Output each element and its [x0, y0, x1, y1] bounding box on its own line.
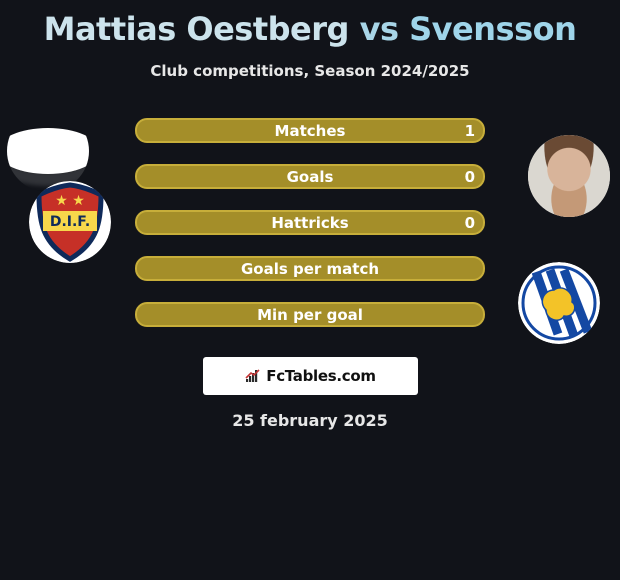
stat-row: Goals per match	[135, 256, 485, 281]
brand-badge: FcTables.com	[203, 357, 418, 395]
subtitle: Club competitions, Season 2024/2025	[0, 62, 620, 80]
stat-label: Min per goal	[257, 306, 363, 324]
player2-portrait	[528, 135, 610, 217]
player2-club-badge	[518, 262, 600, 344]
stat-row: Matches 1	[135, 118, 485, 143]
stat-value: 0	[465, 214, 475, 232]
stat-row: Hattricks 0	[135, 210, 485, 235]
brand-chart-icon	[244, 369, 262, 383]
stat-label: Goals per match	[241, 260, 379, 278]
stat-row: Min per goal	[135, 302, 485, 327]
stat-row: Goals 0	[135, 164, 485, 189]
title-player1: Mattias Oestberg	[44, 10, 349, 48]
title-player2: Svensson	[409, 10, 576, 48]
page-title: Mattias Oestberg vs Svensson	[0, 0, 620, 48]
stat-value: 1	[465, 122, 475, 140]
player1-club-badge: D.I.F. ★ ★	[29, 181, 111, 263]
stat-label: Goals	[287, 168, 334, 186]
date-text: 25 february 2025	[0, 411, 620, 430]
svg-text:D.I.F.: D.I.F.	[50, 214, 90, 230]
player1-portrait	[7, 110, 89, 192]
title-vs: vs	[360, 10, 399, 48]
brand-text: FcTables.com	[266, 367, 375, 385]
stat-label: Matches	[275, 122, 346, 140]
svg-text:★ ★: ★ ★	[55, 193, 85, 209]
stat-label: Hattricks	[271, 214, 348, 232]
stat-value: 0	[465, 168, 475, 186]
